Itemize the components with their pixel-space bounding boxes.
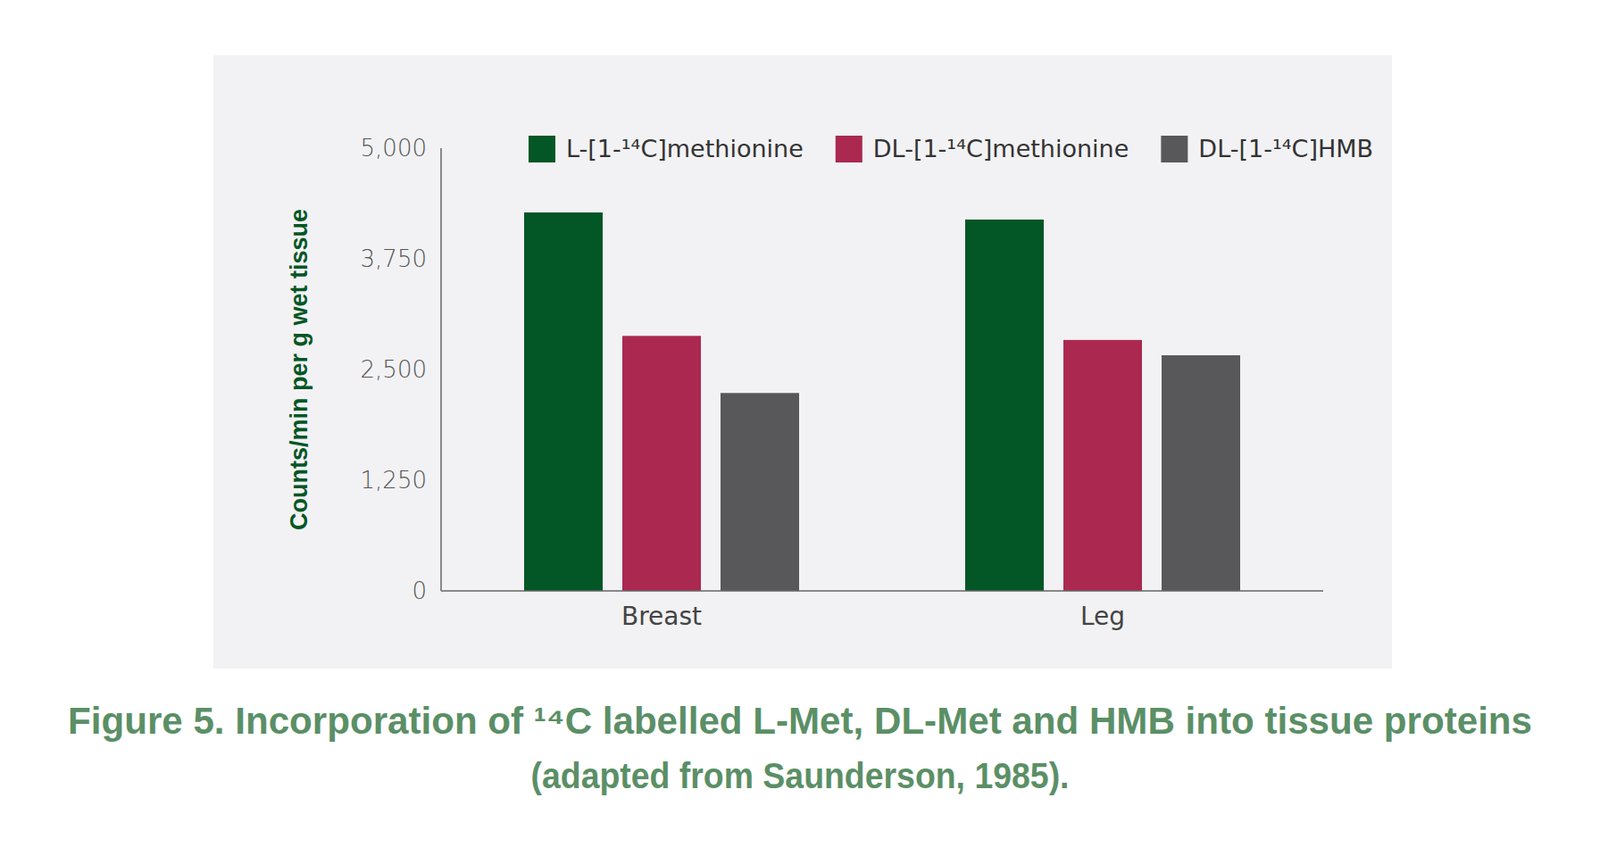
chart-title: Figure 5. Incorporation of ¹⁴C labelled … [67, 700, 1533, 742]
legend-label: DL-[1-¹⁴C]HMB [1198, 134, 1374, 163]
y-tick-label: 1,250 [360, 466, 427, 494]
legend-swatch [1160, 135, 1188, 163]
y-axis-title: Counts/min per g wet tissue [285, 208, 313, 531]
x-axis-line [441, 590, 1324, 592]
bar [622, 335, 701, 592]
legend-swatch [528, 135, 556, 163]
bars [524, 212, 1241, 592]
y-tick-label: 5,000 [360, 134, 427, 162]
panel [213, 55, 1392, 669]
y-tick-label: 2,500 [360, 356, 427, 384]
legend-label: DL-[1-¹⁴C]methionine [873, 134, 1130, 163]
x-tick-label: Leg [1080, 601, 1125, 632]
bar [1161, 355, 1241, 592]
y-tick-label: 3,750 [360, 245, 427, 273]
chart-subtitle: (adapted from Saunderson, 1985). [531, 756, 1070, 796]
bar [965, 219, 1044, 592]
legend-label: L-[1-¹⁴C]methionine [566, 134, 804, 163]
chart-root: 0 1,250 2,500 3,750 5,000 Counts/min per g we… [0, 0, 1600, 856]
legend-swatch [835, 135, 863, 163]
x-tick-label: Breast [621, 601, 702, 632]
y-axis-line [440, 148, 442, 592]
bar [720, 392, 800, 592]
bar [1063, 340, 1142, 592]
y-tick-label: 0 [411, 577, 427, 605]
bar [524, 212, 603, 592]
